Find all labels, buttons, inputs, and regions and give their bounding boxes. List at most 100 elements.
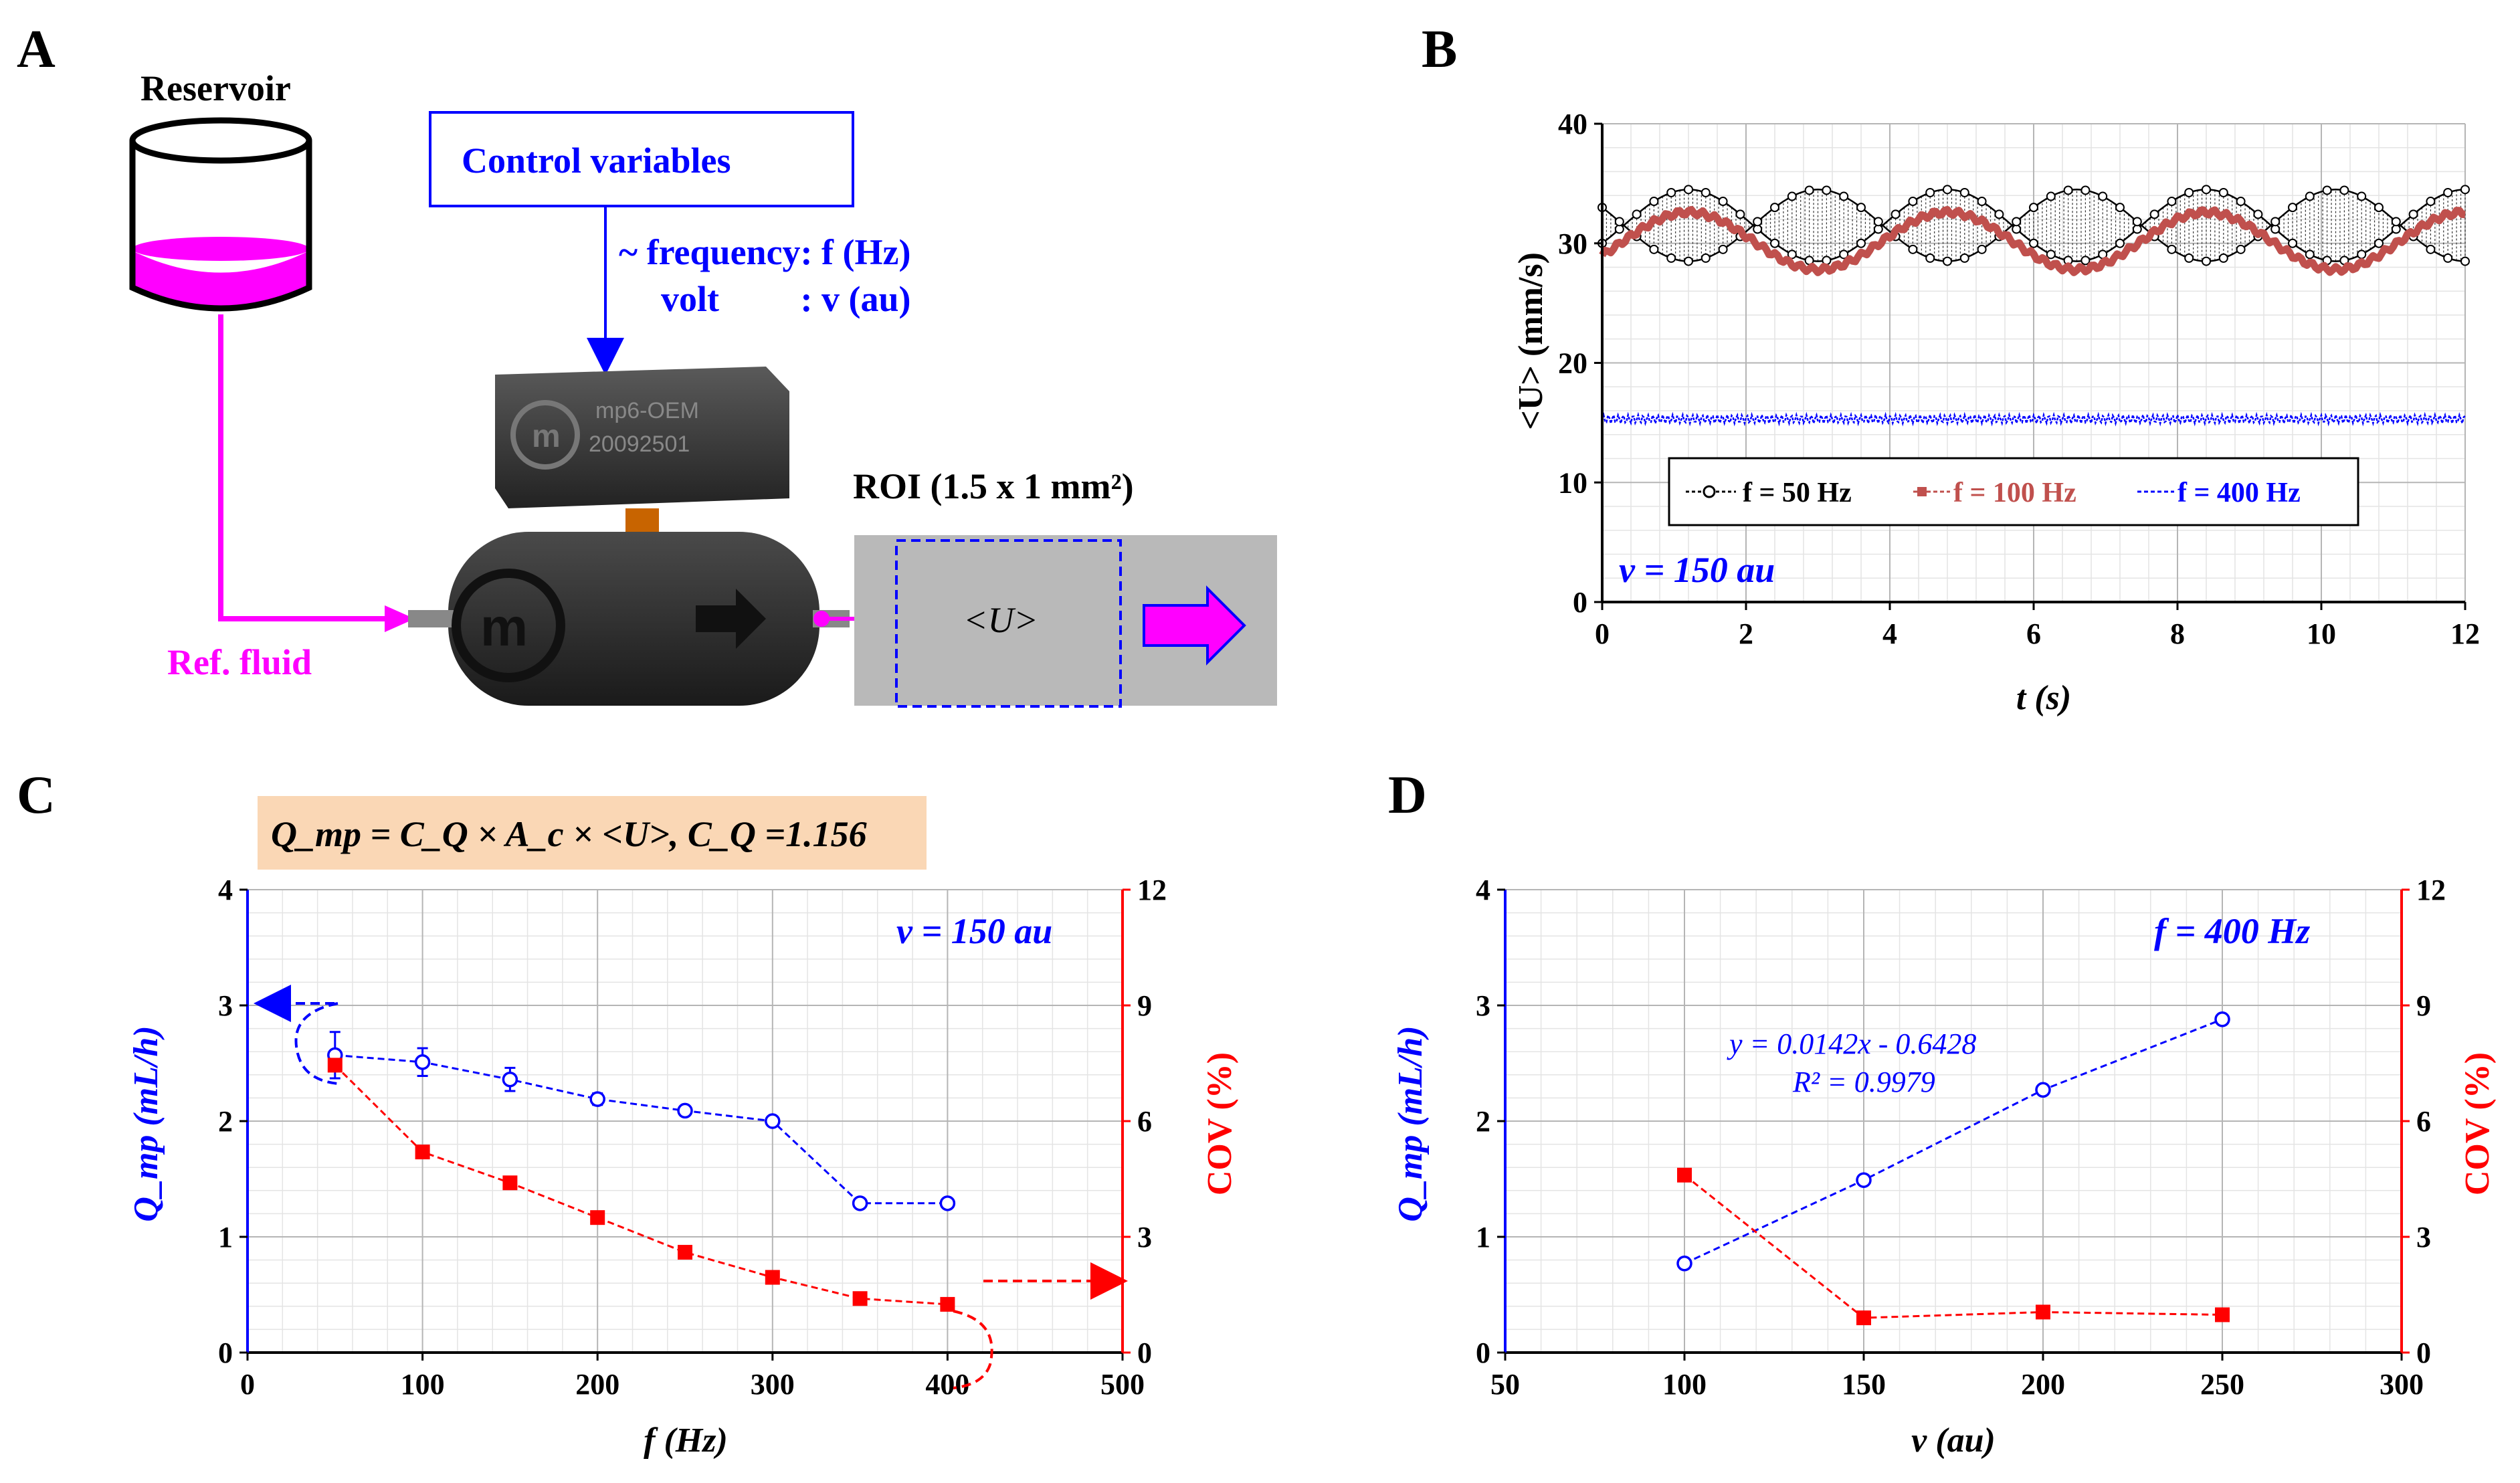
c-y-tick-label: 1 [218, 1221, 233, 1254]
b-legend: f = 50 Hz f = 100 Hz f = 400 Hz [1668, 457, 2359, 526]
b-400hz-line [1601, 411, 2466, 427]
chart-b [1597, 185, 2470, 427]
c-formula-box [258, 796, 927, 870]
b-50hz-point [2012, 217, 2022, 227]
b-50hz-point [1908, 244, 1918, 254]
c-series-0-point [589, 1091, 605, 1107]
b-legend-marker-50 [1703, 485, 1716, 498]
b-50hz-point [1925, 187, 1935, 197]
chart-c [327, 1031, 956, 1312]
b-50hz-point [1666, 187, 1676, 197]
d-series-0-point [2214, 1011, 2230, 1027]
panel-b: B 0 2 4 6 8 10 12 0 10 20 30 40 <U> (mm/s) t (s) v … [1422, 20, 2480, 717]
d-y-tick-label: 0 [1476, 1337, 1490, 1369]
c-y-tick-label: 3 [218, 989, 233, 1022]
volt-line: volt : v (au) [661, 279, 910, 319]
c-series-1-point [327, 1058, 343, 1073]
c-y-right-tick-label: 0 [1137, 1337, 1152, 1369]
b-50hz-point [2202, 256, 2211, 266]
d-x-tick-label: 150 [1842, 1368, 1886, 1401]
b-50hz-point [2236, 197, 2246, 207]
b-legend-label-400: f = 400 Hz [2177, 478, 2301, 508]
frequency-line: ~ frequency: f (Hz) [619, 232, 910, 272]
b-x-axis-label: t (s) [2016, 679, 2071, 717]
d-fit-r2: R² = 0.9979 [1792, 1066, 1935, 1098]
d-y-right-tick-label: 0 [2416, 1337, 2431, 1369]
d-y-right-tick-label: 3 [2416, 1221, 2431, 1254]
c-series-1-point [765, 1270, 780, 1285]
b-50hz-point [2063, 185, 2073, 195]
grid-c [247, 889, 1123, 1353]
d-series-1-point [2215, 1307, 2230, 1322]
c-series-1-point [415, 1145, 430, 1160]
b-50hz-point [2460, 185, 2470, 195]
c-series-0-point [414, 1054, 431, 1070]
d-series-0-line [1684, 1018, 2223, 1265]
panel-label-a: A [17, 20, 56, 79]
reservoir-label: Reservoir [140, 68, 291, 108]
c-left-axis-hook [294, 1002, 338, 1085]
b-50hz-point [2115, 203, 2125, 213]
c-series-1-line [334, 1064, 948, 1306]
b-50hz-point [2132, 217, 2142, 227]
b-50hz-point [1753, 224, 1763, 234]
b-x-tick-label: 0 [1595, 617, 1610, 650]
c-x-tick-label: 0 [240, 1368, 255, 1401]
b-50hz-point [1787, 191, 1797, 201]
b-50hz-point [2184, 253, 2194, 263]
c-y-left-label: Q_mp (mL/h) [127, 1025, 165, 1221]
b-50hz-point [1770, 203, 1779, 213]
c-x-tick-label: 500 [1100, 1368, 1145, 1401]
c-series-0-line [334, 1054, 948, 1205]
roi-title: ROI (1.5 x 1 mm²) [853, 466, 1134, 506]
piezo-chip-image: m mp6-OEM 20092501 [495, 367, 789, 538]
d-y-right-tick-label: 9 [2416, 989, 2431, 1022]
d-y-tick-label: 2 [1476, 1105, 1490, 1138]
b-50hz-point [2357, 250, 2367, 260]
b-50hz-point [2202, 185, 2211, 195]
b-50hz-point [1684, 185, 1693, 195]
b-50hz-point [2426, 244, 2436, 254]
b-50hz-point [2305, 191, 2315, 201]
d-series-1-point [2036, 1304, 2050, 1320]
b-y-tick-label: 20 [1558, 347, 1587, 380]
d-y-right-tick-label: 6 [2416, 1105, 2431, 1138]
b-50hz-point [2218, 187, 2228, 197]
control-variables-label: Control variables [462, 140, 731, 181]
svg-text:m: m [532, 419, 561, 454]
c-y-tick-label: 2 [218, 1105, 233, 1138]
b-50hz-point [1839, 250, 1849, 260]
b-50hz-point [2305, 250, 2315, 260]
d-x-tick-label: 300 [2380, 1368, 2424, 1401]
b-y-tick-label: 30 [1558, 227, 1587, 260]
b-50hz-point [2288, 238, 2297, 248]
d-annotation: f = 400 Hz [2154, 911, 2310, 951]
d-x-tick-label: 200 [2021, 1368, 2065, 1401]
b-50hz-point [2460, 256, 2470, 266]
b-50hz-point [1873, 217, 1883, 227]
c-formula: Q_mp = C_Q × A_c × <U>, C_Q =1.156 [271, 814, 867, 854]
b-50hz-point [2167, 244, 2177, 254]
b-50hz-point [1977, 244, 1987, 254]
panel-label-d: D [1388, 766, 1427, 825]
b-50hz-point [1994, 209, 2004, 219]
d-series-0-point [2035, 1082, 2051, 1098]
b-50hz-point [1822, 185, 1832, 195]
b-50hz-point [1614, 224, 1624, 234]
b-50hz-point [1804, 185, 1814, 195]
panel-label-c: C [17, 766, 56, 825]
b-50hz-point [2408, 209, 2418, 219]
b-50hz-point [1891, 209, 1901, 219]
c-y-right-tick-label: 9 [1137, 989, 1152, 1022]
c-series-1-point [590, 1210, 605, 1225]
b-50hz-point [2288, 203, 2297, 213]
b-x-tick-label: 4 [1882, 617, 1897, 650]
b-50hz-point [1959, 187, 1969, 197]
b-50hz-point [1632, 209, 1642, 219]
b-legend-box [1668, 457, 2359, 526]
b-y-tick-label: 10 [1558, 466, 1587, 499]
b-x-tick-label: 6 [2026, 617, 2041, 650]
axes-b: 0 2 4 6 8 10 12 0 10 20 30 40 [1558, 108, 2480, 650]
